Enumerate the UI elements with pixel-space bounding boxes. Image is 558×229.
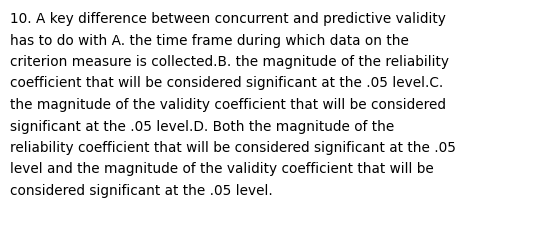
Text: has to do with A. the time frame during which data on the: has to do with A. the time frame during … xyxy=(10,33,409,47)
Text: reliability coefficient that will be considered significant at the .05: reliability coefficient that will be con… xyxy=(10,140,456,154)
Text: level and the magnitude of the validity coefficient that will be: level and the magnitude of the validity … xyxy=(10,162,434,176)
Text: criterion measure is collected.B. the magnitude of the reliability: criterion measure is collected.B. the ma… xyxy=(10,55,449,69)
Text: coefficient that will be considered significant at the .05 level.C.: coefficient that will be considered sign… xyxy=(10,76,443,90)
Text: the magnitude of the validity coefficient that will be considered: the magnitude of the validity coefficien… xyxy=(10,98,446,112)
Text: considered significant at the .05 level.: considered significant at the .05 level. xyxy=(10,183,273,197)
Text: significant at the .05 level.D. Both the magnitude of the: significant at the .05 level.D. Both the… xyxy=(10,119,395,133)
Text: 10. A key difference between concurrent and predictive validity: 10. A key difference between concurrent … xyxy=(10,12,446,26)
